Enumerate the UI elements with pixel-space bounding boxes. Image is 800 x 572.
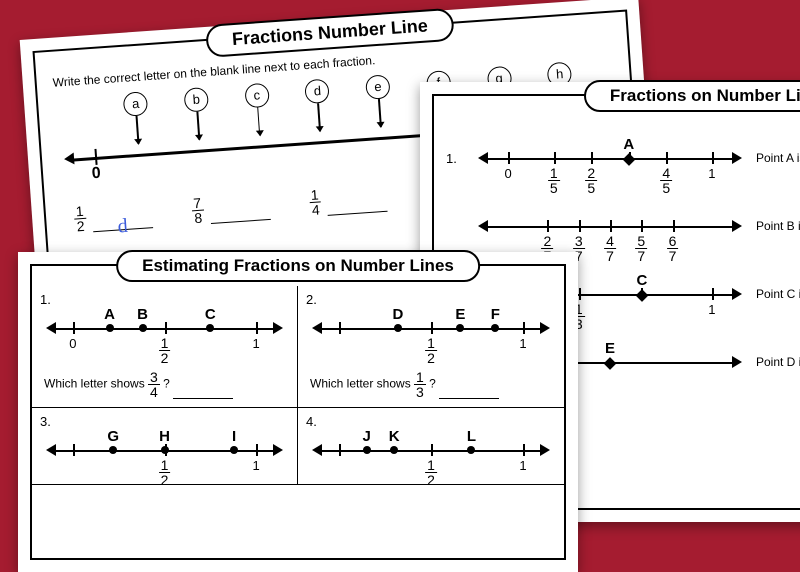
answer-blank[interactable]: [439, 384, 499, 399]
worksheet-estimating-fractions: Estimating Fractions on Number Lines 1.0…: [18, 252, 578, 572]
sheet3-title: Estimating Fractions on Number Lines: [116, 250, 480, 282]
estimate-cell: 3.121GHI: [32, 408, 298, 485]
answer-blank[interactable]: [327, 197, 388, 216]
estimate-cell: 4.121JKL: [298, 408, 564, 485]
point-label: Point A is:: [756, 151, 800, 165]
answer-item: 12d: [73, 199, 153, 233]
letter-marker: b: [183, 87, 209, 113]
point-label: Point C is:: [756, 287, 800, 301]
answer-item: 14: [308, 183, 388, 217]
answer-item: 78: [191, 191, 271, 225]
point-label: Point B is:: [756, 219, 800, 233]
letter-marker: a: [123, 91, 149, 117]
answer-blank[interactable]: [210, 205, 271, 224]
letter-marker: e: [365, 74, 391, 100]
numberline-row: 1.01152545APoint A is:: [434, 124, 800, 192]
point-label: Point D is:: [756, 355, 800, 369]
question-text: Which letter shows 34 ?: [44, 370, 285, 399]
letter-marker: d: [305, 78, 331, 104]
question-text: Which letter shows 13 ?: [310, 370, 552, 399]
answer-blank[interactable]: d: [92, 213, 153, 232]
estimate-cell: 1.0121ABCWhich letter shows 34 ?: [32, 286, 298, 408]
answer-blank[interactable]: [173, 384, 233, 399]
sheet2-title: Fractions on Number Lines: [584, 80, 800, 112]
letter-marker: c: [244, 83, 270, 109]
estimate-cell: 2.121DEFWhich letter shows 13 ?: [298, 286, 564, 408]
numberline-row: 2737475767Point B is:: [434, 192, 800, 260]
